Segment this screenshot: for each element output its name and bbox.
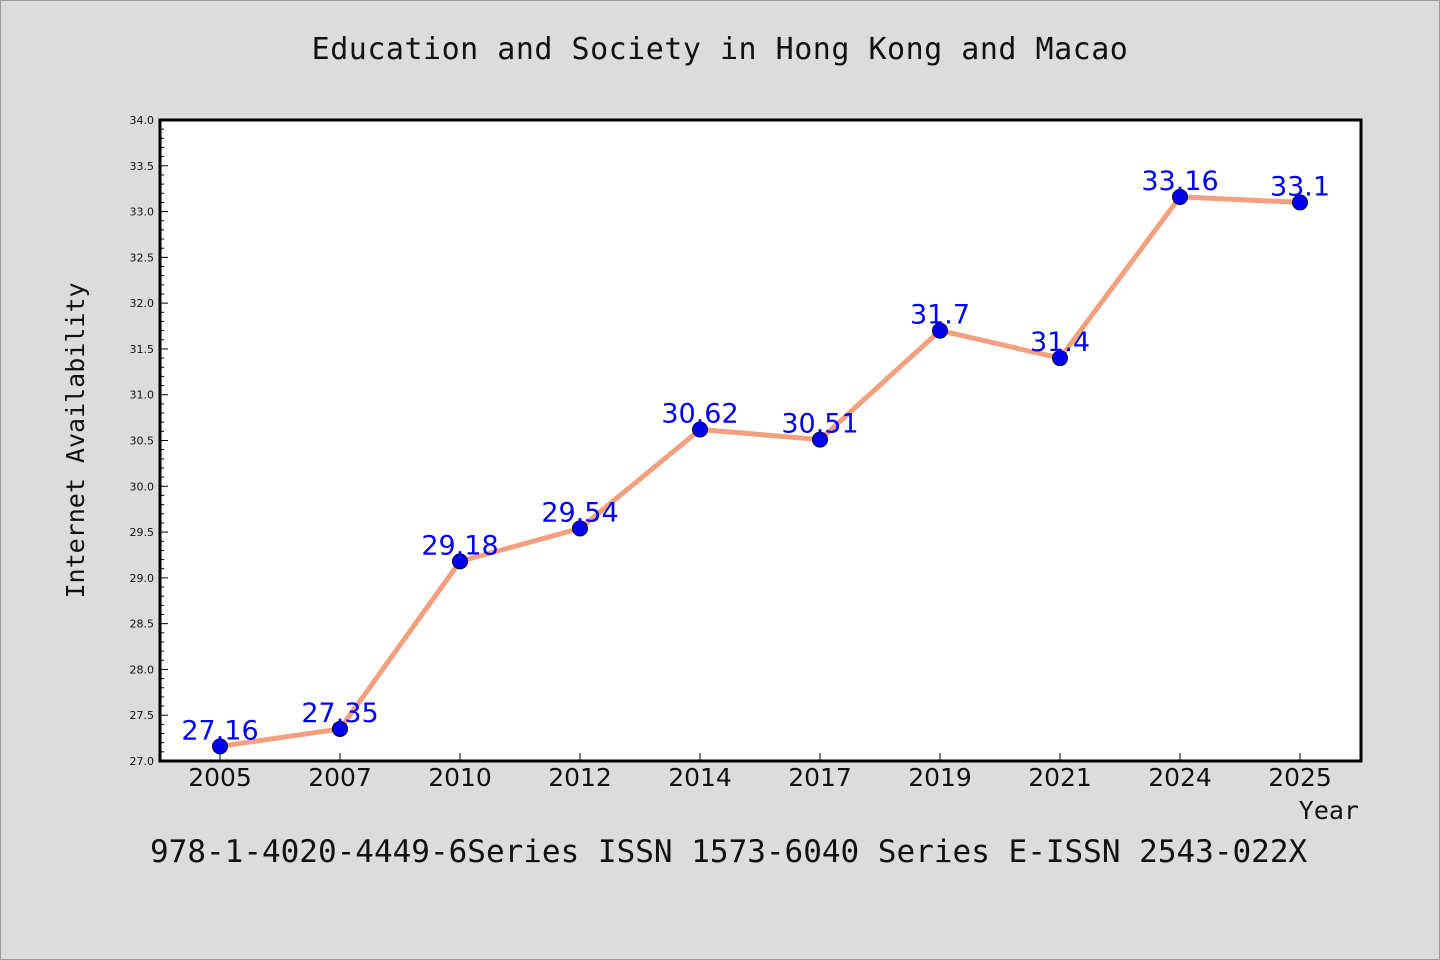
y-tick-label: 30.5: [130, 435, 155, 448]
y-axis-label: Internet Availability: [61, 282, 90, 598]
data-label: 33.16: [1141, 166, 1218, 197]
isbn-footer: 978-1-4020-4449-6Series ISSN 1573-6040 S…: [150, 834, 1308, 870]
x-tick-label: 2021: [1028, 763, 1092, 792]
x-tick-label: 2007: [308, 763, 372, 792]
y-tick-label: 30.0: [130, 480, 155, 493]
data-label: 30.62: [661, 399, 738, 430]
x-tick-label: 2010: [428, 763, 492, 792]
data-label: 27.35: [301, 698, 378, 729]
y-tick-label: 28.0: [130, 663, 155, 676]
data-point: [1052, 350, 1068, 367]
y-tick-label: 31.5: [130, 343, 155, 356]
x-tick-label: 2024: [1148, 763, 1212, 792]
data-point: [212, 738, 228, 755]
data-label: 33.1: [1270, 171, 1330, 202]
chart-title: Education and Society in Hong Kong and M…: [311, 32, 1129, 67]
data-label: 30.51: [781, 409, 858, 440]
series-line-group: [217, 194, 1303, 749]
y-axis-ticks: 27.0 27.5 28.0 28.5 29.0 29.5 30.0 30.5 31.0 31.5…: [130, 114, 168, 768]
data-point: [812, 431, 828, 448]
series-markers: [212, 188, 1308, 755]
x-tick-label: 2005: [188, 763, 252, 792]
y-tick-label: 32.0: [130, 297, 155, 310]
x-axis-label: Year: [1299, 796, 1359, 825]
y-tick-label: 33.0: [130, 206, 155, 219]
data-label: 31.7: [910, 300, 970, 331]
data-point: [452, 553, 468, 570]
x-tick-label: 2025: [1268, 763, 1332, 792]
data-label: 29.54: [541, 497, 618, 528]
data-label: 29.18: [421, 530, 498, 561]
series-line: [217, 194, 1303, 749]
x-tick-label: 2019: [908, 763, 972, 792]
data-point: [1172, 188, 1188, 205]
y-tick-label: 31.0: [130, 389, 155, 402]
x-tick-label: 2017: [788, 763, 852, 792]
y-tick-label: 32.5: [130, 251, 155, 264]
data-point: [692, 421, 708, 438]
plot-area: [160, 120, 1361, 761]
x-tick-label: 2014: [668, 763, 732, 792]
data-label: 31.4: [1030, 327, 1090, 358]
x-axis-ticks: 2005 2007 2010 2012 2014 2017 2019 2021 2024 2025: [188, 753, 1332, 792]
y-tick-label: 28.5: [130, 618, 155, 631]
y-tick-label: 29.0: [130, 572, 155, 585]
y-tick-label: 27.0: [130, 755, 155, 768]
y-tick-label: 34.0: [130, 114, 155, 127]
data-point: [932, 322, 948, 339]
x-tick-label: 2012: [548, 763, 612, 792]
y-tick-label: 33.5: [130, 160, 155, 173]
y-tick-label: 29.5: [130, 526, 155, 539]
data-point: [572, 520, 588, 537]
y-tick-label: 27.5: [130, 709, 155, 722]
data-point: [1292, 194, 1308, 211]
data-label: 27.16: [181, 715, 258, 746]
plot-border: [158, 118, 1363, 763]
data-labels: 27.16 27.35 29.18 29.54 30.62 30.51 31.7 31.4 33…: [181, 166, 1330, 746]
data-point: [332, 720, 348, 737]
